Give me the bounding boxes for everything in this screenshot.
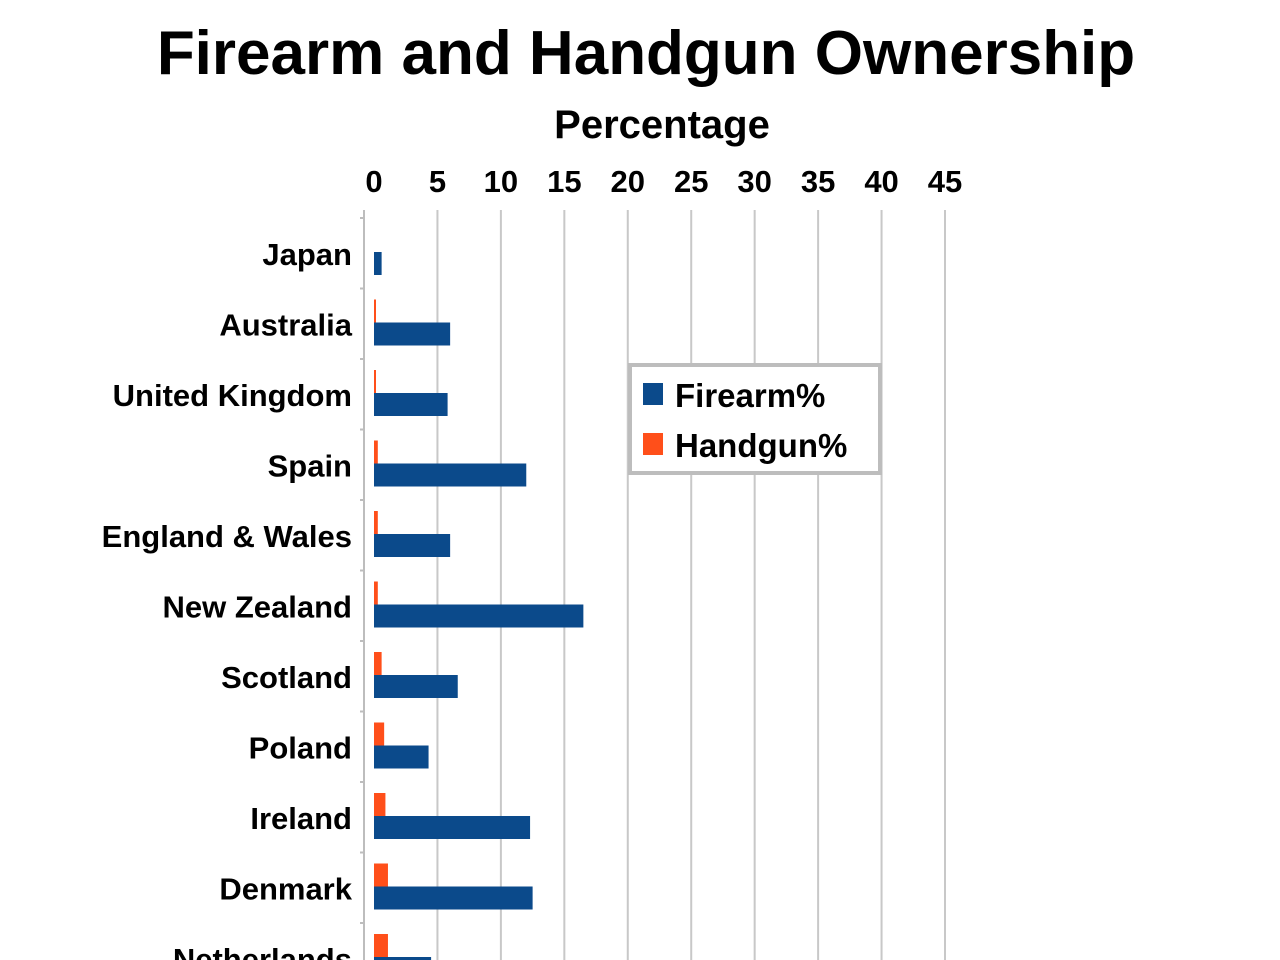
category-label: Netherlands: [173, 942, 352, 960]
category-label: New Zealand: [163, 590, 353, 625]
legend-label-handgun: Handgun%: [675, 427, 847, 464]
gridlines: [360, 210, 946, 960]
x-tick-label: 40: [864, 164, 898, 199]
bar-handgun: [374, 722, 385, 746]
category-label: England & Wales: [102, 519, 352, 554]
bar-firearm: [374, 322, 451, 346]
legend: Firearm% Handgun%: [628, 363, 882, 475]
bar-firearm: [374, 463, 527, 487]
bar-handgun: [374, 440, 378, 464]
category-label: Poland: [249, 731, 352, 766]
legend-swatch-handgun: [643, 433, 663, 455]
category-label: Spain: [268, 449, 352, 484]
legend-swatch-firearm: [643, 383, 663, 405]
category-label: United Kingdom: [113, 378, 352, 413]
bar-firearm: [374, 816, 531, 839]
x-tick-label: 25: [674, 164, 708, 199]
x-tick-label: 30: [737, 164, 771, 199]
bar-firearm: [374, 957, 432, 960]
bars: [374, 252, 584, 960]
x-tick-label: 5: [429, 164, 446, 199]
x-tick-label: 15: [547, 164, 581, 199]
bar-handgun: [374, 511, 378, 534]
legend-label-firearm: Firearm%: [675, 377, 825, 414]
bar-firearm: [374, 745, 429, 769]
bar-firearm: [374, 252, 382, 275]
x-tick-label: 35: [801, 164, 835, 199]
legend-box: [628, 363, 882, 475]
bar-handgun: [374, 863, 388, 887]
category-label: Denmark: [219, 872, 352, 907]
category-label: Scotland: [221, 660, 352, 695]
category-labels: Japan Australia United Kingdom Spain England…: [102, 237, 353, 960]
bar-firearm: [374, 886, 533, 910]
bar-handgun: [374, 793, 386, 816]
bar-handgun: [374, 370, 376, 393]
x-tick-label: 20: [611, 164, 645, 199]
x-tick-label: 0: [365, 164, 382, 199]
chart-title: Firearm and Handgun Ownership: [157, 19, 1135, 88]
bar-firearm: [374, 675, 458, 698]
category-label: Japan: [262, 237, 352, 272]
bar-handgun: [374, 581, 378, 605]
x-axis-label: Percentage: [554, 103, 770, 147]
x-tick-labels: 0 5 10 15 20 25 30 35 40 45: [365, 164, 962, 199]
x-tick-label: 45: [928, 164, 962, 199]
bar-handgun: [374, 299, 376, 323]
bar-handgun: [374, 934, 388, 957]
category-label: Australia: [219, 308, 352, 343]
category-label: Ireland: [250, 801, 352, 836]
bar-firearm: [374, 534, 451, 557]
x-tick-label: 10: [484, 164, 518, 199]
bar-handgun: [374, 652, 382, 675]
bar-firearm: [374, 393, 448, 416]
bar-firearm: [374, 604, 584, 628]
